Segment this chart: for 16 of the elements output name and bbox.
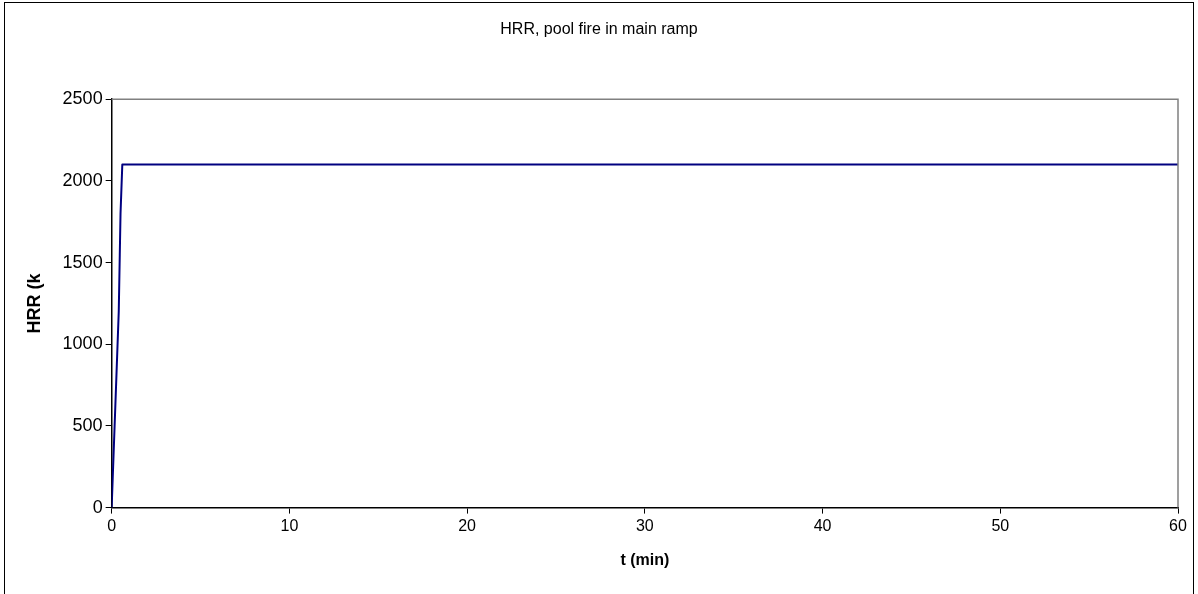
- y-tick-label: 500: [72, 414, 103, 435]
- chart-title: HRR, pool fire in main ramp: [500, 20, 698, 38]
- x-tick-label: 40: [813, 516, 832, 534]
- y-tick-label: 1000: [62, 333, 103, 354]
- x-tick-label: 30: [635, 516, 654, 534]
- x-tick-label: 20: [458, 516, 477, 534]
- y-axis-title: HRR (k: [23, 272, 44, 334]
- x-tick-label: 60: [1169, 516, 1187, 534]
- x-tick-label: 50: [991, 516, 1010, 534]
- x-axis-title: t (min): [620, 550, 670, 568]
- x-tick-label: 10: [280, 516, 299, 534]
- y-tick-label: 0: [92, 496, 103, 517]
- y-tick-label: 1500: [62, 251, 103, 272]
- x-tick-label: 0: [107, 516, 117, 534]
- y-tick-label: 2500: [62, 88, 103, 109]
- y-tick-label: 2000: [62, 169, 103, 190]
